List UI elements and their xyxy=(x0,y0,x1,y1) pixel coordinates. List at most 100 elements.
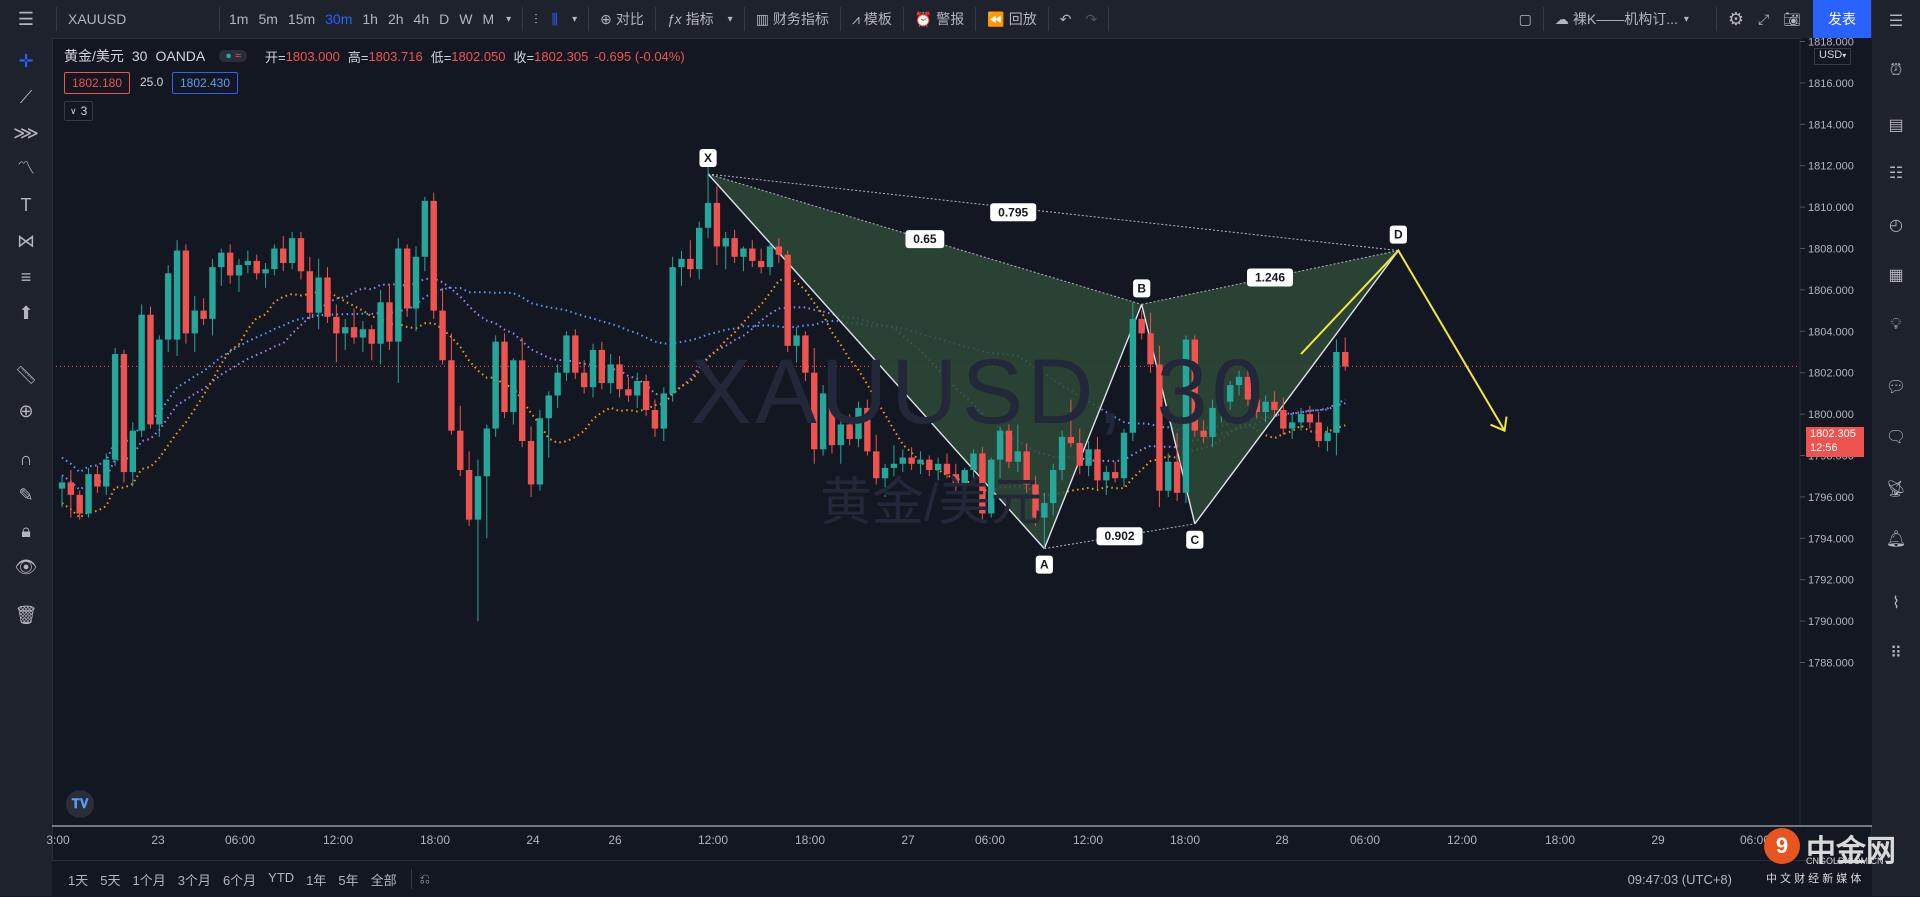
pencil-lock-icon[interactable]: ✎ xyxy=(18,484,34,505)
pattern-icon[interactable]: 〽 xyxy=(17,158,35,178)
trend-line-icon[interactable]: ⟋ xyxy=(19,86,33,107)
crosshair-icon[interactable]: ✛ xyxy=(18,50,34,71)
candle-body xyxy=(173,250,181,340)
interval-M[interactable]: M xyxy=(482,11,495,27)
dots-grid-icon[interactable]: ⠿ xyxy=(1890,645,1902,662)
trash-icon[interactable]: 🗑︎ xyxy=(14,604,38,625)
fullscreen-square-icon[interactable]: ▢ xyxy=(1518,10,1532,27)
range-6[interactable]: 1年 xyxy=(306,872,327,888)
candle-body xyxy=(1315,422,1322,442)
replay-button[interactable]: ⏪ 回放 xyxy=(980,0,1043,38)
camera-icon[interactable]: 📷︎ xyxy=(1783,10,1801,27)
clock[interactable]: 09:47:03 (UTC+8) xyxy=(1627,871,1732,887)
divider xyxy=(902,7,904,31)
range-3[interactable]: 3个月 xyxy=(177,872,211,888)
hotlist-icon[interactable]: ☷ xyxy=(1888,165,1904,182)
candle-style-icon[interactable]: ⫼ xyxy=(551,10,559,27)
fib-pitchfork-icon[interactable]: ⋙ xyxy=(13,122,39,143)
goto-date-icon[interactable]: ⎌ xyxy=(419,871,431,886)
data-window-icon[interactable]: ▤ xyxy=(1888,117,1904,134)
tradingview-logo[interactable]: 𝐓𝐕 xyxy=(66,790,94,818)
pattern-ratio-line xyxy=(1141,250,1399,305)
market-status-badge: ● ≈ xyxy=(219,50,248,62)
publish-button[interactable]: 发表 xyxy=(1813,0,1871,38)
open-label: 开= xyxy=(265,49,286,65)
expand-icon[interactable]: ⤢ xyxy=(1758,10,1770,27)
candle-body xyxy=(616,364,623,390)
candle-body xyxy=(598,349,606,384)
chat-icon[interactable]: 💬︎ xyxy=(1885,379,1907,396)
candle-body xyxy=(448,360,455,431)
settings-gear-icon[interactable]: ⚙ xyxy=(1727,8,1745,29)
bar-style-icon[interactable]: ⫶ xyxy=(534,10,538,27)
price-tick-label: 1806.000 xyxy=(1808,285,1854,297)
time-tick-label: 23 xyxy=(151,833,165,847)
candle-body xyxy=(704,202,712,228)
range-4[interactable]: 6个月 xyxy=(222,872,257,888)
trend-chart-icon[interactable]: ⌇ xyxy=(1892,595,1900,612)
candle-body xyxy=(377,302,384,344)
indicators-toggle[interactable]: ∨ 3 xyxy=(64,101,94,121)
bell-icon[interactable]: 🔔︎ xyxy=(1885,531,1907,548)
interval-W[interactable]: W xyxy=(459,11,473,27)
arrow-up-icon[interactable]: ⬆ xyxy=(18,302,34,323)
broadcast-icon[interactable]: 📡︎ xyxy=(1885,481,1907,498)
range-2[interactable]: 1个月 xyxy=(132,872,166,888)
range-1[interactable]: 5天 xyxy=(100,872,121,888)
interval-1m[interactable]: 1m xyxy=(229,11,249,27)
zoom-in-icon[interactable]: ⊕ xyxy=(18,400,34,421)
financials-button[interactable]: ▥ 财务指标 xyxy=(749,0,836,38)
interval-15m[interactable]: 15m xyxy=(287,11,316,27)
range-0[interactable]: 1天 xyxy=(68,872,89,888)
symbol-search[interactable]: XAUUSD xyxy=(61,0,215,38)
range-7[interactable]: 5年 xyxy=(338,872,359,888)
interval-5m[interactable]: 5m xyxy=(258,11,278,27)
undo-icon[interactable]: ↶ xyxy=(1059,10,1072,27)
interval-4h[interactable]: 4h xyxy=(413,11,430,27)
chevron-down-icon[interactable]: ▾ xyxy=(506,13,512,25)
xabcd-pattern-icon[interactable]: ⋈ xyxy=(17,230,35,251)
ruler-icon[interactable]: 📏︎ xyxy=(14,364,38,385)
layout-button[interactable]: ☁ 裸K——机构订... ▾ xyxy=(1548,0,1712,38)
compare-button[interactable]: ⊕ 对比 xyxy=(593,0,651,38)
calendar-icon[interactable]: ▦ xyxy=(1888,267,1904,284)
candle-body xyxy=(1165,461,1172,491)
candle-body xyxy=(465,469,473,520)
watchlist-icon[interactable]: ☰ xyxy=(1888,13,1904,30)
templates-button[interactable]: ⩘ 模板 xyxy=(845,0,899,38)
layout-name: 裸K——机构订... xyxy=(1572,11,1678,27)
text-icon[interactable]: T xyxy=(20,194,32,215)
comments-icon[interactable]: 🗨︎ xyxy=(1885,429,1907,446)
ask-price-button[interactable]: 1802.430 xyxy=(172,72,238,94)
alarm-icon[interactable]: ⏰︎ xyxy=(1889,62,1903,79)
interval-30m[interactable]: 30m xyxy=(325,11,353,27)
interval-2h[interactable]: 2h xyxy=(387,11,404,27)
lightbulb-icon[interactable]: 💡︎ xyxy=(1890,316,1902,333)
time-tick-label: 24 xyxy=(526,833,540,847)
currency-selector[interactable]: USD▾ xyxy=(1814,48,1852,65)
eye-icon[interactable]: 👁︎ xyxy=(14,556,38,577)
calendar-clock-icon[interactable]: ◴ xyxy=(1889,217,1903,234)
redo-icon[interactable]: ↷ xyxy=(1085,10,1098,27)
indicators-button[interactable]: ƒx 指标 ▾ xyxy=(660,0,740,38)
candle-body xyxy=(226,252,234,276)
bid-price-button[interactable]: 1802.180 xyxy=(64,72,130,94)
legend-title[interactable]: 黄金/美元 xyxy=(64,48,124,64)
forecast-arrow-head xyxy=(1490,416,1508,433)
range-5[interactable]: YTD xyxy=(268,869,295,885)
candle-body xyxy=(589,349,597,388)
interval-1h[interactable]: 1h xyxy=(362,11,378,27)
chevron-down-icon[interactable]: ▾ xyxy=(572,13,578,25)
lock-icon[interactable]: 🔒︎ xyxy=(21,520,31,541)
prediction-icon[interactable]: ≡ xyxy=(20,266,32,287)
divider xyxy=(588,7,590,31)
interval-D[interactable]: D xyxy=(439,11,450,27)
time-tick-label: 18:00 xyxy=(420,833,450,847)
point-label-c-bg xyxy=(1186,530,1204,549)
range-8[interactable]: 全部 xyxy=(370,872,397,888)
candle-body xyxy=(1342,352,1349,367)
magnet-icon[interactable]: ∩ xyxy=(19,448,33,469)
alerts-button[interactable]: ⏰ 警报 xyxy=(908,0,971,38)
menu-icon[interactable]: ☰ xyxy=(17,8,35,29)
